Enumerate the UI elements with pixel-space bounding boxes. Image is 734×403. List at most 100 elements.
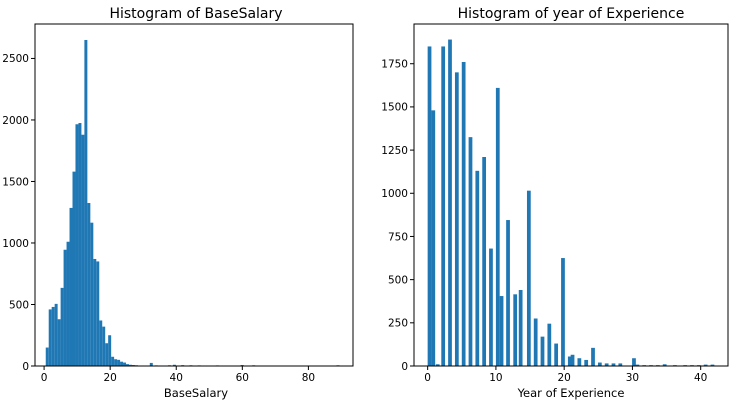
experience-bar — [662, 364, 667, 366]
experience-chart-title: Histogram of year of Experience — [458, 6, 685, 22]
experience-bar — [431, 110, 436, 366]
experience-bar — [611, 363, 616, 366]
experience-y-tick-label: 750 — [388, 231, 408, 243]
salary-bar — [78, 123, 82, 366]
experience-bar — [475, 170, 480, 366]
experience-bar — [577, 358, 582, 366]
experience-bar — [547, 323, 552, 366]
salary-bar — [105, 343, 109, 366]
salary-bar — [129, 364, 132, 366]
salary-bar — [172, 364, 176, 366]
salary-bar — [63, 249, 67, 366]
salary-bar — [45, 347, 49, 366]
salary-y-tick-label: 0 — [22, 361, 29, 373]
experience-x-tick-label: 30 — [626, 372, 639, 384]
salary-x-tick-label: 60 — [236, 372, 249, 384]
experience-x-tick-label: 40 — [694, 372, 707, 384]
salary-bar — [75, 124, 79, 366]
experience-y-ticks: 0 250 500 750 1000 1250 1500 1750 — [381, 59, 414, 373]
salary-x-tick-label: 80 — [302, 372, 315, 384]
experience-y-tick-label: 1500 — [381, 102, 408, 114]
experience-bar — [518, 290, 523, 366]
salary-bar — [149, 362, 153, 366]
experience-bar — [632, 358, 636, 366]
experience-x-ticks: 0 10 20 30 40 — [424, 366, 707, 384]
salary-bar — [66, 241, 70, 366]
salary-bar — [126, 364, 129, 366]
salary-bar — [54, 303, 58, 366]
salary-x-axis-label: BaseSalary — [164, 386, 228, 400]
experience-bar — [526, 190, 531, 366]
salary-x-tick-label: 0 — [41, 372, 48, 384]
salary-bar — [72, 171, 76, 366]
experience-bar — [604, 363, 609, 366]
experience-bar — [554, 343, 559, 366]
experience-y-tick-label: 1250 — [381, 145, 408, 157]
salary-x-ticks: 0 20 40 60 80 — [41, 366, 315, 384]
experience-y-tick-label: 500 — [388, 274, 408, 286]
experience-bar — [495, 87, 500, 366]
salary-y-tick-label: 1000 — [2, 238, 29, 250]
experience-bar — [468, 137, 473, 366]
experience-bar — [499, 296, 504, 366]
salary-y-tick-label: 500 — [9, 299, 29, 311]
experience-bar — [482, 157, 487, 366]
salary-y-tick-label: 2500 — [2, 53, 29, 65]
experience-bar — [441, 46, 446, 366]
salary-bar — [84, 39, 88, 367]
experience-y-tick-label: 250 — [388, 318, 408, 330]
experience-y-tick-label: 1000 — [381, 188, 408, 200]
salary-y-ticks: 0 500 1000 1500 2000 2500 — [2, 53, 35, 373]
experience-bar — [591, 347, 595, 366]
salary-histogram-panel: Histogram of BaseSalary 0 20 40 60 80 0 500 10… — [2, 6, 354, 400]
salary-bar — [57, 319, 61, 366]
salary-bar — [120, 361, 124, 366]
salary-bar — [60, 287, 64, 366]
experience-bar — [570, 354, 575, 366]
salary-bar — [96, 261, 100, 366]
experience-bar — [506, 220, 510, 366]
salary-bar — [69, 207, 73, 366]
experience-x-tick-label: 20 — [557, 372, 570, 384]
experience-bar — [435, 364, 440, 366]
salary-bar — [48, 309, 52, 366]
salary-plot-frame — [34, 23, 354, 367]
experience-bar — [703, 364, 708, 366]
experience-bar — [567, 356, 572, 366]
salary-bar — [117, 359, 121, 366]
salary-bar — [123, 362, 127, 366]
experience-y-tick-label: 0 — [401, 361, 408, 373]
experience-bar — [618, 363, 623, 366]
experience-y-tick-label: 1750 — [381, 59, 408, 71]
salary-bar — [93, 258, 97, 366]
experience-bar — [635, 364, 640, 366]
experience-bar — [540, 336, 545, 366]
salary-bar — [102, 326, 106, 366]
experience-bar — [533, 318, 538, 366]
experience-histogram-bars — [427, 39, 715, 367]
salary-bar — [114, 359, 118, 366]
salary-bar — [111, 356, 115, 366]
salary-x-tick-label: 20 — [103, 372, 116, 384]
salary-bar — [108, 335, 112, 366]
experience-bar — [710, 364, 715, 366]
experience-bar — [597, 362, 602, 366]
salary-chart-title: Histogram of BaseSalary — [109, 6, 282, 22]
experience-x-tick-label: 10 — [489, 372, 502, 384]
salary-bar — [87, 203, 91, 366]
experience-bar — [513, 294, 518, 366]
experience-bar — [448, 39, 452, 367]
experience-plot-frame — [413, 23, 729, 367]
salary-y-tick-label: 2000 — [2, 115, 29, 127]
experience-bar — [489, 248, 493, 366]
experience-x-axis-label: Year of Experience — [517, 386, 625, 400]
salary-bar — [51, 306, 55, 366]
experience-x-tick-label: 0 — [424, 372, 431, 384]
experience-bar — [454, 72, 459, 367]
experience-bar — [427, 46, 432, 366]
experience-histogram-panel: Histogram of year of Experience 0 10 20 30 4… — [381, 6, 729, 400]
experience-bar — [461, 62, 466, 366]
salary-bar — [90, 222, 94, 366]
salary-x-tick-label: 40 — [170, 372, 183, 384]
